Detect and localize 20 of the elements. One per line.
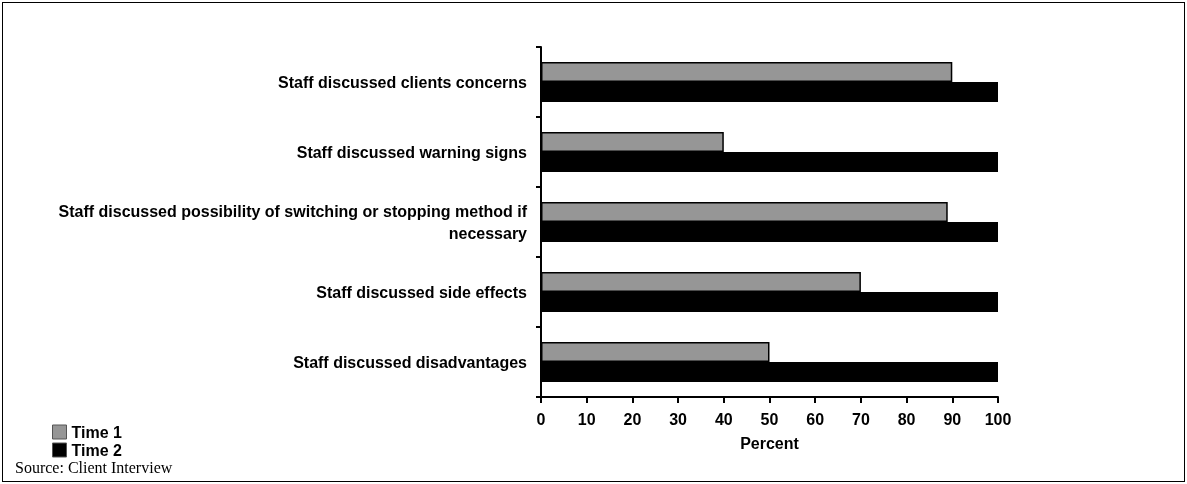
x-tick-label: 50 — [760, 410, 779, 428]
y-tick-label: Staff discussed disadvantages — [293, 353, 528, 371]
source-note: Source: Client Interview — [15, 458, 173, 476]
legend-label: Time 2 — [71, 441, 122, 459]
y-tick-label: Staff discussed side effects — [316, 283, 528, 301]
x-tick-label: 80 — [897, 410, 916, 428]
x-tick-label: 20 — [623, 410, 642, 428]
y-tick-label: Staff discussed possibility of switching or stopping method if necessary — [58, 202, 528, 242]
x-tick-label: 60 — [806, 410, 825, 428]
x-axis-title: Percent — [740, 434, 800, 452]
x-tick-label: 0 — [536, 410, 546, 428]
y-tick-label: Staff discussed warning signs — [296, 143, 528, 161]
x-tick-label: 90 — [943, 410, 962, 428]
legend-label: Time 1 — [71, 423, 122, 441]
y-tick-label: Staff discussed clients concerns — [278, 73, 528, 91]
x-tick-label: 70 — [852, 410, 870, 428]
x-tick-label: 40 — [714, 410, 733, 428]
x-tick-label: 30 — [669, 410, 688, 428]
x-tick-label: 10 — [577, 410, 596, 428]
x-tick-label: 100 — [984, 410, 1012, 428]
